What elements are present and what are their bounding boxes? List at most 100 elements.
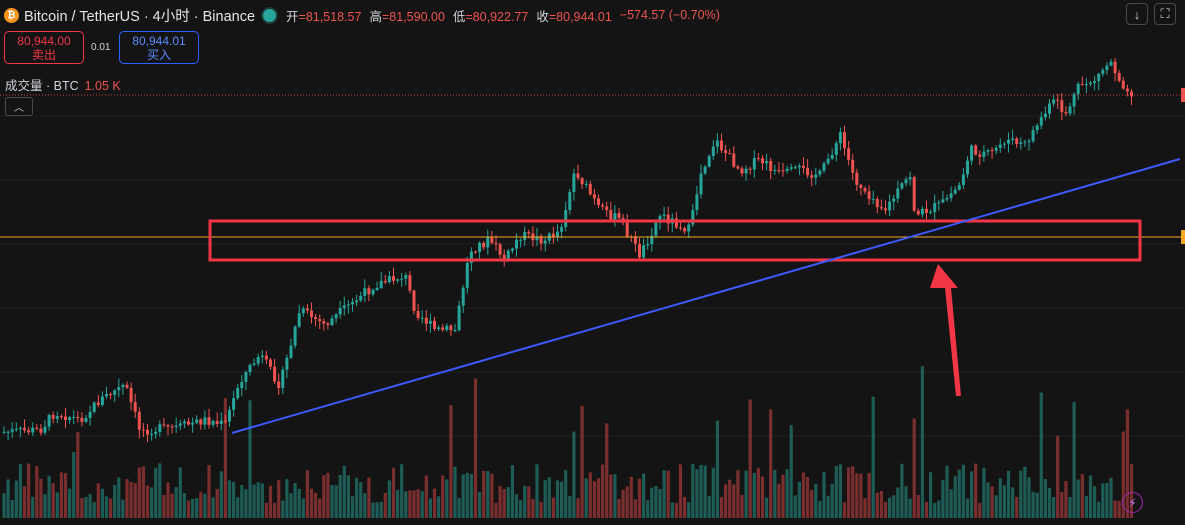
candle-body — [1035, 125, 1039, 131]
volume-bar — [842, 502, 847, 518]
volume-legend[interactable]: 成交量 · BTC 1.05 K — [5, 75, 121, 94]
candle-body — [867, 191, 871, 199]
symbol-title[interactable]: Bitcoin / TetherUS · 4小时 · Binance — [24, 8, 256, 25]
volume-bar — [437, 496, 441, 518]
candle-body — [806, 167, 810, 176]
candle-body — [756, 158, 760, 160]
candle-body — [264, 355, 268, 360]
volume-bar — [703, 465, 707, 518]
volume-bar — [830, 483, 834, 518]
volume-bar — [658, 489, 662, 518]
volume-bar — [728, 479, 732, 518]
candle-body — [769, 161, 773, 171]
volume-bar — [199, 491, 203, 518]
fullscreen-icon[interactable]: ⛶ — [1154, 3, 1176, 25]
volume-bar — [1072, 402, 1076, 518]
candle-body — [334, 314, 338, 319]
volume-bar — [978, 502, 982, 518]
candle-body — [588, 183, 592, 195]
candle-body — [802, 165, 805, 168]
candle-body — [297, 313, 301, 327]
volume-bar — [646, 500, 650, 518]
volume-bar — [92, 502, 96, 518]
candle-body — [6, 431, 10, 433]
candle-body — [92, 402, 96, 412]
candle-body — [998, 144, 1002, 148]
candle-body — [908, 177, 912, 180]
candle-body — [990, 150, 994, 152]
candle-body — [888, 201, 892, 211]
candle-body — [129, 387, 133, 403]
volume-bar — [482, 471, 486, 518]
candle-body — [580, 178, 584, 185]
candle-body — [966, 160, 969, 175]
candle-body — [420, 317, 424, 319]
volume-bar — [736, 470, 740, 518]
candle-body — [875, 198, 879, 208]
candle-body — [1105, 65, 1109, 70]
volume-bar — [707, 496, 711, 518]
candle-body — [146, 429, 149, 435]
bitcoin-icon: ₿ — [4, 7, 19, 23]
candlesticks — [2, 57, 1133, 443]
candle-body — [564, 209, 568, 227]
volume-bar — [965, 498, 970, 518]
candle-body — [740, 168, 744, 174]
arrow-down-icon[interactable]: ↓ — [1126, 3, 1148, 25]
volume-bar — [338, 474, 342, 518]
volume-bar — [72, 451, 76, 518]
volume-bar — [625, 486, 629, 518]
volume-bar — [498, 485, 502, 518]
candle-body — [1121, 80, 1125, 89]
candle-body — [211, 421, 215, 425]
candle-body — [732, 153, 736, 167]
volume-bar — [744, 470, 748, 518]
volume-bar — [650, 487, 654, 518]
candle-body — [826, 158, 830, 164]
candle-body — [244, 372, 248, 382]
volume-bar — [428, 498, 432, 518]
candle-body — [1093, 81, 1097, 83]
candle-body — [576, 173, 580, 179]
volume-bar — [260, 483, 264, 518]
volume-bar — [806, 477, 810, 518]
volume-bar — [240, 485, 244, 518]
buy-button[interactable]: 80,944.01 买入 — [119, 31, 199, 64]
candle-body — [830, 154, 834, 159]
candle-body — [162, 424, 166, 426]
lightning-icon[interactable]: ⚡ — [1122, 492, 1143, 513]
candle-body — [256, 357, 260, 364]
candle-body — [793, 167, 797, 169]
candle-body — [502, 254, 506, 260]
candle-body — [117, 387, 121, 391]
candle-body — [974, 145, 978, 155]
candle-body — [896, 188, 900, 199]
volume-bar — [904, 486, 908, 518]
volume-bar — [408, 490, 412, 518]
candle-body — [404, 275, 408, 279]
volume-bar — [158, 463, 162, 518]
candle-body — [551, 233, 555, 238]
candle-body — [1101, 69, 1105, 74]
chevron-up-icon[interactable]: ︿ — [5, 97, 33, 116]
volume-bar — [137, 467, 141, 518]
candle-body — [195, 419, 199, 423]
volume-bar — [555, 480, 560, 518]
candle-body — [1076, 83, 1080, 95]
candle-body — [219, 420, 223, 424]
candle-body — [1060, 100, 1064, 113]
volume-bar — [154, 467, 158, 518]
candle-body — [773, 170, 777, 172]
volume-bar — [178, 467, 182, 518]
candle-body — [174, 425, 178, 428]
volume-bar — [59, 472, 63, 518]
candle-body — [408, 275, 412, 291]
trendline-drawing — [231, 158, 1181, 434]
sell-button[interactable]: 80,944.00 卖出 — [4, 31, 84, 64]
candle-body — [96, 402, 100, 406]
candle-body — [363, 288, 367, 296]
candle-body — [236, 388, 240, 399]
candle-body — [80, 417, 84, 422]
volume-bar — [974, 463, 978, 518]
